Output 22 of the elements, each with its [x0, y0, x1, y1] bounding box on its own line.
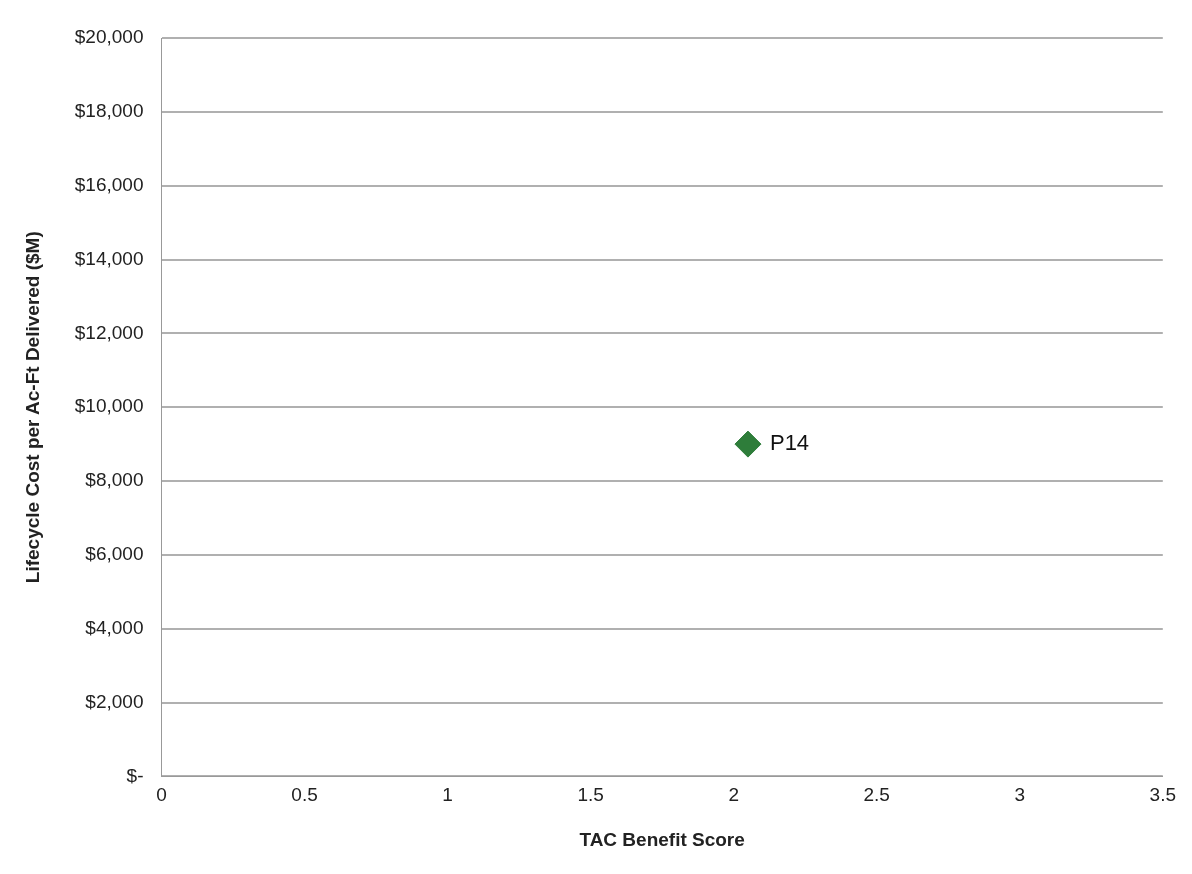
y-tick-label: $14,000: [74, 247, 144, 269]
x-tick-label: 1.5: [577, 784, 604, 806]
y-tick-label: $-: [126, 764, 144, 786]
y-tick-label: $6,000: [85, 543, 144, 565]
x-tick-label: 2: [728, 784, 739, 806]
x-tick-label: 3.5: [1149, 784, 1176, 806]
y-tick-label: $16,000: [74, 173, 144, 195]
x-tick-label: 1: [442, 784, 453, 806]
annotation: P14: [769, 430, 810, 456]
x-tick-label: 3: [1014, 784, 1026, 806]
y-tick-label: $20,000: [74, 26, 144, 48]
x-axis-title: TAC Benefit Score: [579, 828, 745, 850]
y-tick-label: $2,000: [85, 690, 144, 712]
y-tick-label: $10,000: [74, 395, 144, 417]
y-tick-label: $18,000: [74, 100, 144, 122]
x-tick-label: 2.5: [863, 784, 890, 806]
y-axis-title: Lifecycle Cost per Ac-Ft Delivered ($M): [21, 231, 43, 584]
y-tick-label: $4,000: [85, 616, 144, 638]
x-tick-label: 0: [156, 784, 167, 806]
y-tick-label: $8,000: [85, 469, 144, 491]
x-tick-label: 0.5: [291, 784, 318, 806]
y-tick-label: $12,000: [74, 321, 144, 343]
